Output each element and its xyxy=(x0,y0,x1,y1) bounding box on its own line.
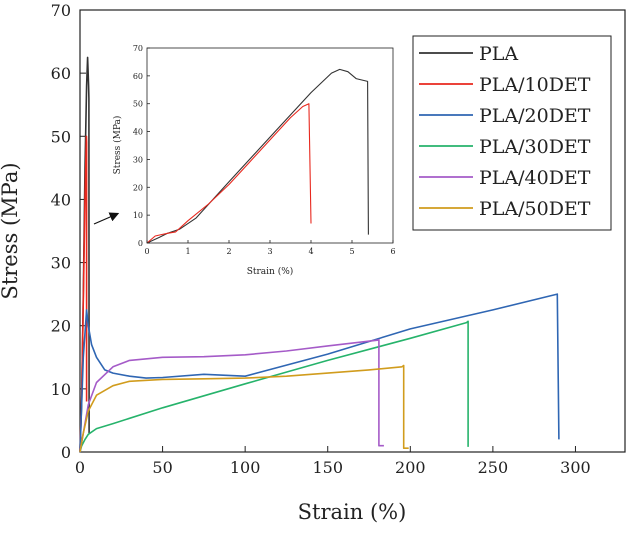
inset-x-tick-label: 5 xyxy=(349,247,354,256)
inset-background xyxy=(147,48,393,243)
y-tick-label: 0 xyxy=(61,443,71,462)
series-line-pla-40det xyxy=(79,338,384,453)
x-axis-title: Strain (%) xyxy=(298,500,407,524)
inset-y-tick-label: 60 xyxy=(133,72,143,81)
series-line-pla-50det xyxy=(79,364,409,453)
inset-x-tick-label: 0 xyxy=(144,247,149,256)
y-axis-title: Stress (MPa) xyxy=(0,162,22,299)
inset-x-tick-label: 3 xyxy=(267,247,272,256)
y-tick-label: 50 xyxy=(51,127,71,146)
series-line-pla-20det xyxy=(79,293,560,453)
inset-y-tick-label: 10 xyxy=(133,211,143,220)
inset-series-line-pla-10det xyxy=(146,103,312,244)
inset-x-tick-label: 1 xyxy=(185,247,190,256)
inset-y-axis-title: Stress (MPa) xyxy=(112,116,123,175)
x-tick-label: 200 xyxy=(395,458,426,477)
legend: PLA PLA/10DET PLA/20DET PLA/30DET PLA/40DET P… xyxy=(412,35,612,231)
x-tick-label: 50 xyxy=(152,458,172,477)
inset-y-tick-label: 0 xyxy=(138,239,143,248)
inset-y-tick-label: 50 xyxy=(133,100,143,109)
inset-x-tick-label: 4 xyxy=(308,247,313,256)
y-tick-label: 10 xyxy=(51,380,71,399)
x-tick-label: 100 xyxy=(230,458,261,477)
main-plot-frame xyxy=(79,9,626,453)
y-tick-label: 70 xyxy=(51,1,71,20)
inset-x-tick-label: 6 xyxy=(390,247,395,256)
inset-x-axis-title: Strain (%) xyxy=(247,266,294,277)
legend-entry-label: PLA/30DET xyxy=(479,136,591,158)
inset-y-tick-label: 40 xyxy=(133,128,143,137)
legend-entry-label: PLA/10DET xyxy=(479,74,591,96)
inset-x-tick-label: 2 xyxy=(226,247,231,256)
x-tick-label: 250 xyxy=(478,458,509,477)
legend-entry-label: PLA xyxy=(479,43,518,65)
inset-y-tick-label: 20 xyxy=(133,183,143,192)
y-tick-label: 30 xyxy=(51,254,71,273)
y-tick-label: 40 xyxy=(51,190,71,209)
inset-y-tick-label: 70 xyxy=(133,44,143,53)
x-tick-label: 0 xyxy=(75,458,85,477)
legend-entry-label: PLA/50DET xyxy=(479,198,591,220)
y-tick-label: 60 xyxy=(51,64,71,83)
inset-y-tick-label: 30 xyxy=(133,155,143,164)
main-series-group xyxy=(79,56,560,453)
series-line-pla-30det xyxy=(79,320,469,453)
legend-box xyxy=(412,35,612,231)
inset-series-group xyxy=(146,68,369,244)
inset-pointer-arrow xyxy=(93,212,120,225)
y-tick-label: 20 xyxy=(51,317,71,336)
legend-entry-label: PLA/40DET xyxy=(479,167,591,189)
legend-entry-label: PLA/20DET xyxy=(479,105,591,127)
x-tick-label: 300 xyxy=(560,458,591,477)
x-tick-label: 150 xyxy=(312,458,343,477)
